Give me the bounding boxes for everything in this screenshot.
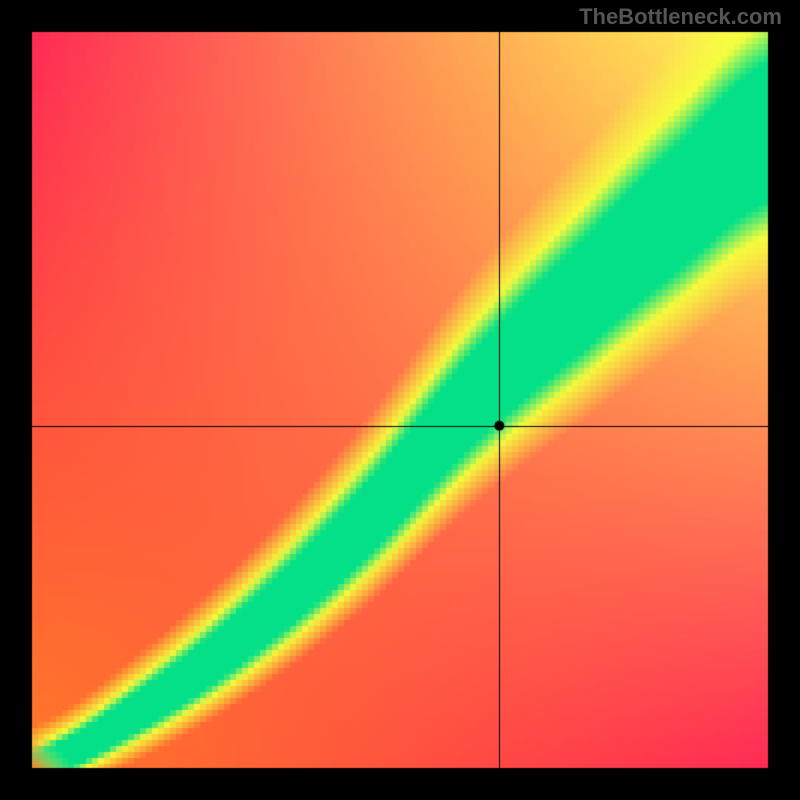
watermark-text: TheBottleneck.com (579, 4, 782, 30)
chart-container: TheBottleneck.com (0, 0, 800, 800)
bottleneck-heatmap (0, 0, 800, 800)
